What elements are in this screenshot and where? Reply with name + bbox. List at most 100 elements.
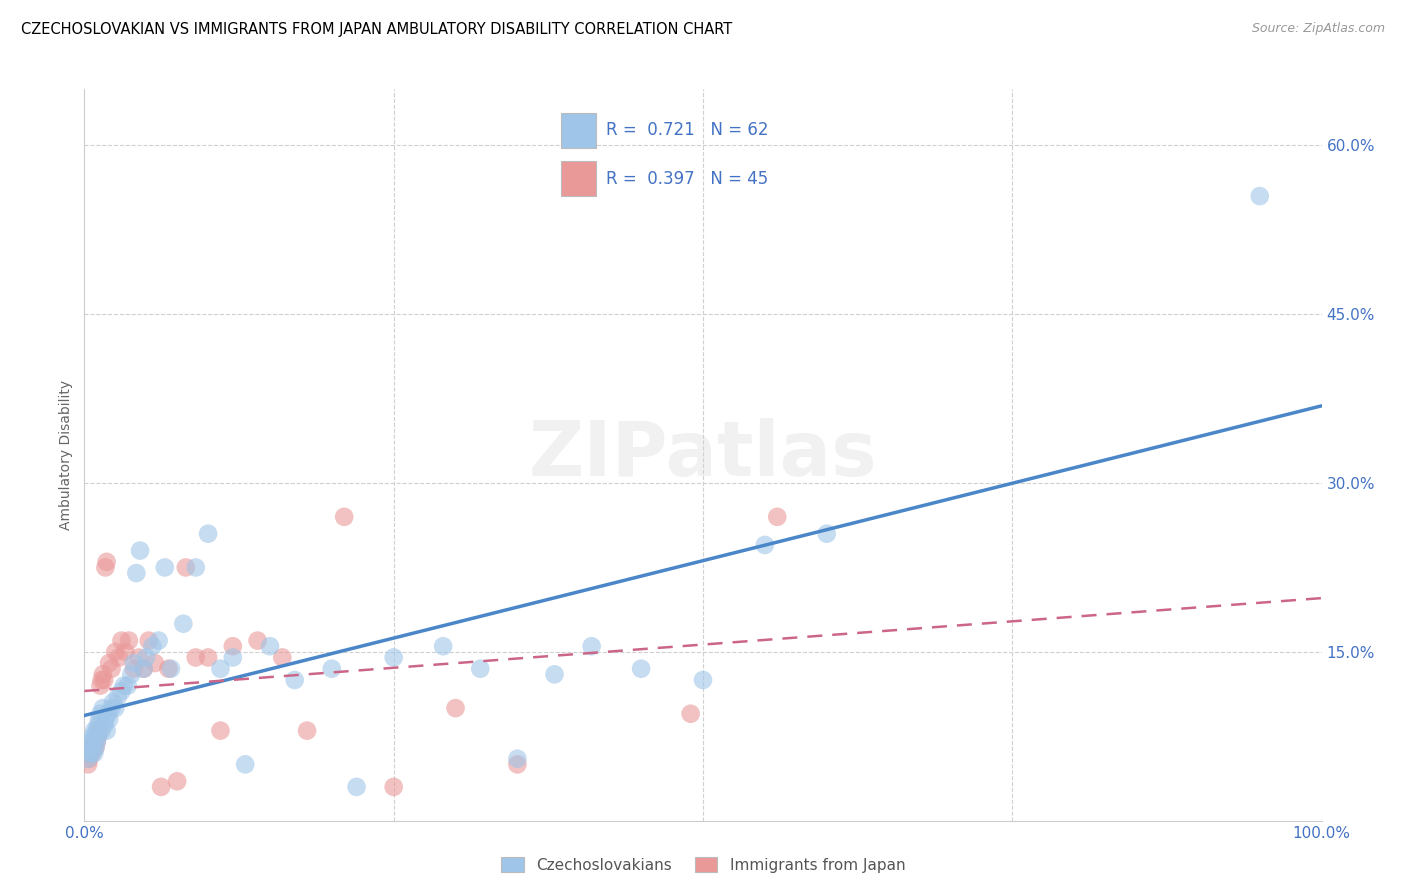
Point — [110, 684, 132, 698]
Point — [84, 740, 107, 755]
Point — [100, 662, 122, 676]
Point — [166, 774, 188, 789]
Point — [80, 746, 103, 760]
Point — [93, 718, 115, 732]
Point — [97, 706, 120, 721]
Point — [157, 662, 180, 676]
Point — [1249, 189, 1271, 203]
Point — [143, 656, 166, 670]
Point — [86, 723, 108, 738]
Point — [83, 735, 105, 749]
Point — [174, 560, 197, 574]
Point — [630, 662, 652, 676]
Point — [114, 645, 136, 659]
Point — [98, 712, 121, 726]
Point — [321, 662, 343, 676]
Point — [333, 509, 356, 524]
Point — [259, 639, 281, 653]
Point — [197, 526, 219, 541]
Point — [79, 746, 101, 760]
Point — [84, 740, 107, 755]
Point — [222, 639, 245, 653]
Point — [96, 723, 118, 738]
Point — [172, 616, 194, 631]
Point — [82, 729, 104, 743]
Point — [150, 780, 173, 794]
Point — [128, 650, 150, 665]
Point — [112, 679, 135, 693]
Point — [87, 729, 110, 743]
Point — [91, 701, 114, 715]
Point — [79, 746, 101, 760]
Point — [110, 633, 132, 648]
Point — [104, 645, 127, 659]
Point — [432, 639, 454, 653]
Point — [87, 729, 110, 743]
Point — [89, 679, 111, 693]
Point — [284, 673, 307, 687]
Point — [382, 650, 405, 665]
Point — [94, 712, 117, 726]
Point — [77, 757, 100, 772]
Point — [581, 639, 603, 653]
Point — [470, 662, 492, 676]
Point — [89, 706, 111, 721]
Point — [233, 757, 256, 772]
Text: CZECHOSLOVAKIAN VS IMMIGRANTS FROM JAPAN AMBULATORY DISABILITY CORRELATION CHART: CZECHOSLOVAKIAN VS IMMIGRANTS FROM JAPAN… — [21, 22, 733, 37]
Point — [104, 701, 127, 715]
Point — [148, 633, 170, 648]
Point — [107, 690, 129, 704]
Point — [815, 526, 838, 541]
Point — [90, 723, 112, 738]
Point — [117, 679, 139, 693]
Point — [132, 662, 155, 676]
Point — [96, 555, 118, 569]
Point — [90, 673, 112, 687]
Point — [271, 650, 294, 665]
Point — [86, 735, 108, 749]
Point — [679, 706, 702, 721]
Point — [197, 650, 219, 665]
Y-axis label: Ambulatory Disability: Ambulatory Disability — [59, 380, 73, 530]
Point — [93, 673, 115, 687]
Point — [506, 757, 529, 772]
Point — [160, 662, 183, 676]
Point — [209, 662, 232, 676]
Point — [153, 560, 176, 574]
Point — [132, 662, 155, 676]
Point — [89, 723, 111, 738]
Text: Source: ZipAtlas.com: Source: ZipAtlas.com — [1251, 22, 1385, 36]
Point — [91, 667, 114, 681]
Point — [346, 780, 368, 794]
Point — [100, 701, 122, 715]
Point — [84, 729, 107, 743]
Point — [138, 633, 160, 648]
Point — [98, 656, 121, 670]
Point — [80, 746, 103, 760]
Point — [506, 752, 529, 766]
Point — [543, 667, 565, 681]
Point — [141, 639, 163, 653]
Text: ZIPatlas: ZIPatlas — [529, 418, 877, 491]
Point — [444, 701, 467, 715]
Point — [120, 667, 142, 681]
Point — [209, 723, 232, 738]
Point — [83, 746, 105, 760]
Point — [79, 752, 101, 766]
Point — [79, 735, 101, 749]
Point — [246, 633, 269, 648]
Point — [89, 712, 111, 726]
Point — [125, 566, 148, 580]
Point — [122, 656, 145, 670]
Point — [766, 509, 789, 524]
Point — [295, 723, 318, 738]
Point — [184, 560, 207, 574]
Point — [79, 740, 101, 755]
Legend: Czechoslovakians, Immigrants from Japan: Czechoslovakians, Immigrants from Japan — [495, 851, 911, 879]
Point — [122, 662, 145, 676]
Point — [86, 735, 108, 749]
Point — [82, 740, 104, 755]
Point — [108, 650, 131, 665]
Point — [94, 560, 117, 574]
Point — [101, 696, 124, 710]
